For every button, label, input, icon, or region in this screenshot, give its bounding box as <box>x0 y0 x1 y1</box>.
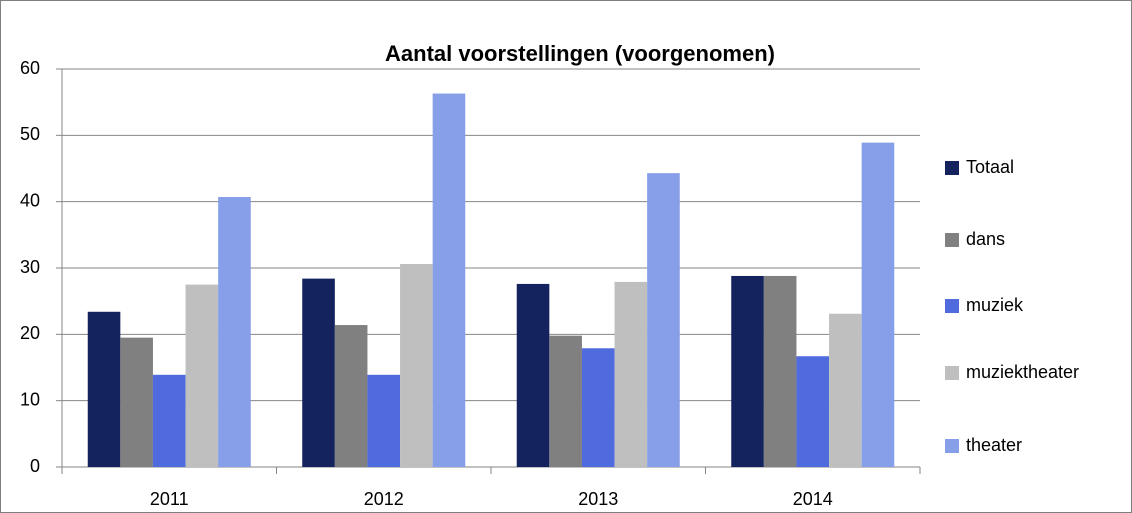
legend-label: theater <box>966 435 1022 455</box>
y-tick-label: 0 <box>30 456 40 476</box>
bar <box>367 374 401 467</box>
bar <box>763 275 797 467</box>
legend-label: muziek <box>966 295 1024 315</box>
legend-swatch <box>945 439 959 453</box>
bar <box>647 173 680 468</box>
bar <box>516 283 550 467</box>
bar <box>432 93 466 467</box>
y-tick-label: 60 <box>20 58 40 78</box>
bar <box>549 335 582 467</box>
bar <box>614 281 648 467</box>
y-tick-label: 40 <box>20 190 40 210</box>
bar <box>829 313 862 467</box>
x-tick-label: 2012 <box>364 489 404 509</box>
bar <box>731 275 764 467</box>
bar <box>334 325 368 467</box>
bar <box>152 374 186 467</box>
x-tick-label: 2011 <box>150 489 189 509</box>
chart-title: Aantal voorstellingen (voorgenomen) <box>385 41 775 66</box>
x-tick-label: 2014 <box>793 489 833 509</box>
bar <box>185 284 219 467</box>
bar <box>87 311 121 467</box>
x-tick-label: 2013 <box>578 489 618 509</box>
bar <box>120 337 153 467</box>
bar <box>302 278 335 467</box>
legend-label: Totaal <box>966 157 1014 177</box>
y-tick-label: 30 <box>20 257 40 277</box>
y-tick-label: 20 <box>20 323 40 343</box>
y-tick-label: 10 <box>20 389 40 409</box>
bar <box>581 348 615 467</box>
bar <box>861 142 895 467</box>
legend-swatch <box>945 161 959 175</box>
bar <box>400 264 433 467</box>
legend-swatch <box>945 366 959 380</box>
bar <box>218 197 251 468</box>
legend-label: dans <box>966 229 1005 249</box>
y-tick-label: 50 <box>20 124 40 144</box>
legend-swatch <box>945 233 959 247</box>
legend-label: muziektheater <box>966 362 1079 382</box>
legend-swatch <box>945 299 959 313</box>
bar <box>796 356 830 467</box>
